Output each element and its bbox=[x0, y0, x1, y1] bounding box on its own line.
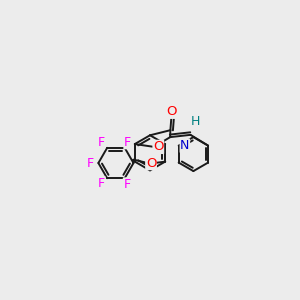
Text: O: O bbox=[153, 140, 164, 153]
Text: F: F bbox=[87, 157, 94, 169]
Text: F: F bbox=[124, 136, 131, 149]
Text: H: H bbox=[191, 115, 200, 128]
Text: F: F bbox=[123, 178, 130, 191]
Text: O: O bbox=[167, 105, 177, 118]
Text: F: F bbox=[98, 136, 104, 149]
Text: F: F bbox=[98, 177, 105, 190]
Text: O: O bbox=[146, 157, 156, 169]
Text: N: N bbox=[180, 139, 190, 152]
